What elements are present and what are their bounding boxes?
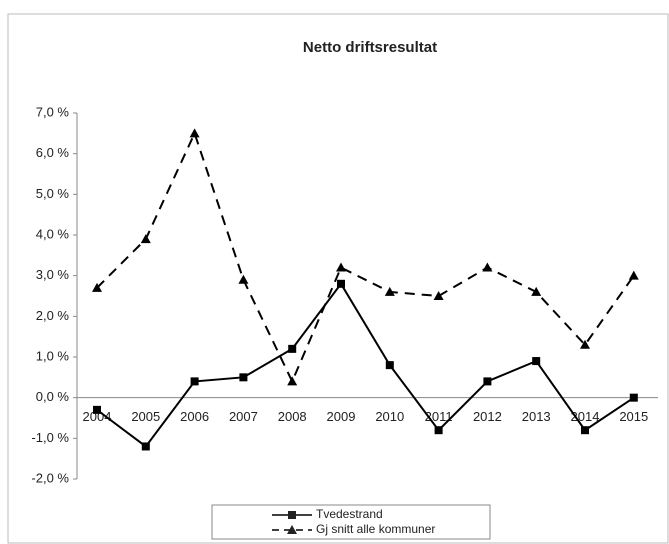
y-tick-label: 5,0 %: [36, 186, 70, 201]
y-tick-label: 2,0 %: [36, 308, 70, 323]
x-tick-label: 2004: [83, 409, 112, 424]
y-tick-label: 4,0 %: [36, 226, 70, 241]
marker: [190, 377, 199, 386]
x-tick-label: 2007: [229, 409, 258, 424]
y-tick-label: -2,0 %: [31, 470, 69, 485]
marker: [287, 376, 298, 386]
y-tick-label: 0,0 %: [36, 389, 70, 404]
marker: [141, 442, 150, 451]
marker: [385, 361, 394, 370]
legend-marker: [287, 525, 297, 534]
y-tick-label: -1,0 %: [31, 430, 69, 445]
chart-frame: [7, 13, 669, 544]
legend-marker: [288, 511, 296, 519]
marker: [92, 282, 102, 292]
marker: [140, 234, 151, 244]
marker: [532, 357, 541, 366]
x-tick-label: 2008: [278, 409, 307, 424]
marker: [581, 426, 589, 435]
x-tick-label: 2010: [375, 409, 404, 424]
marker: [531, 286, 542, 296]
x-tick-label: 2005: [131, 409, 160, 424]
marker: [628, 270, 639, 280]
marker: [337, 279, 345, 288]
marker: [580, 339, 590, 349]
chart-title: Netto driftsresultat: [303, 39, 437, 56]
legend: Tvedestrand Gj snitt alle kommuner: [211, 504, 491, 540]
marker: [239, 373, 248, 382]
marker: [336, 262, 346, 272]
marker: [189, 128, 200, 138]
y-tick-label: 7,0 %: [36, 104, 70, 119]
marker: [93, 405, 101, 414]
y-tick-label: 1,0 %: [36, 348, 70, 363]
x-tick-label: 2013: [522, 409, 551, 424]
series-line: [96, 282, 635, 448]
marker: [238, 274, 249, 284]
x-tick-label: 2012: [473, 409, 502, 424]
legend-label: Tvedestrand: [316, 507, 383, 521]
legend-box: [211, 504, 491, 540]
marker: [483, 377, 492, 386]
x-tick-label: 2009: [327, 409, 356, 424]
marker: [482, 262, 493, 272]
marker: [434, 426, 443, 435]
marker: [384, 286, 395, 296]
legend-label: Gj snitt alle kommuner: [316, 522, 435, 536]
y-tick-label: 3,0 %: [36, 267, 70, 282]
series-line: [96, 130, 635, 384]
marker: [288, 344, 297, 353]
y-tick-label: 6,0 %: [36, 145, 70, 160]
marker: [433, 291, 444, 300]
x-tick-label: 2015: [619, 409, 648, 424]
marker: [629, 393, 638, 402]
x-tick-label: 2006: [180, 409, 209, 424]
